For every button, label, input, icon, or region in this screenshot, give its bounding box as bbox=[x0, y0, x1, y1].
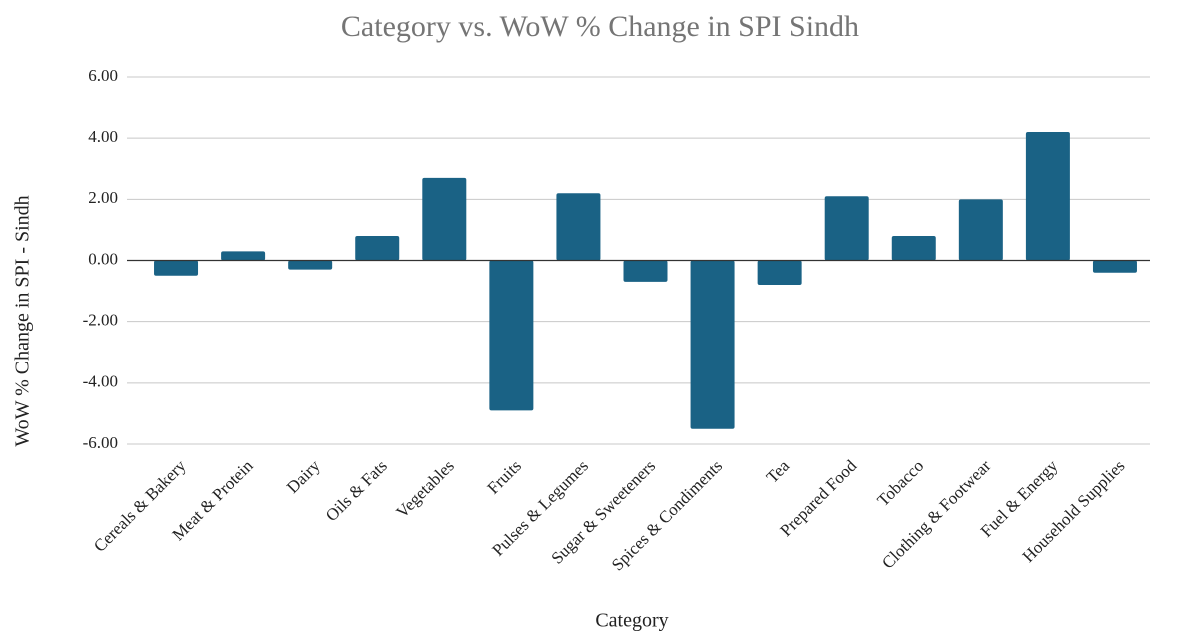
x-tick-label: Tea bbox=[763, 456, 794, 487]
x-tick-label: Spices & Condiments bbox=[608, 456, 726, 574]
x-axis-title: Category bbox=[595, 610, 668, 632]
bar bbox=[556, 193, 601, 261]
bar bbox=[355, 236, 400, 261]
bar bbox=[623, 260, 668, 282]
y-tick-label: -6.00 bbox=[83, 433, 118, 452]
y-tick-label: 6.00 bbox=[88, 66, 118, 85]
bar bbox=[489, 260, 534, 411]
x-tick-label: Oils & Fats bbox=[322, 456, 391, 525]
y-tick-label: 4.00 bbox=[88, 127, 118, 146]
x-tick-label: Tobacco bbox=[873, 456, 927, 510]
bar bbox=[690, 260, 735, 429]
y-tick-label: -2.00 bbox=[83, 311, 118, 330]
y-tick-label: -4.00 bbox=[83, 372, 118, 391]
bar bbox=[1025, 132, 1070, 261]
bar bbox=[958, 199, 1003, 261]
chart-title: Category vs. WoW % Change in SPI Sindh bbox=[341, 10, 859, 43]
bar bbox=[1092, 260, 1137, 273]
x-tick-label: Cereals & Bakery bbox=[90, 456, 190, 556]
y-axis-title: WoW % Change in SPI - Sindh bbox=[12, 195, 34, 446]
y-tick-label: 0.00 bbox=[88, 249, 118, 268]
bar bbox=[422, 177, 467, 261]
bar bbox=[221, 251, 266, 261]
y-tick-label: 2.00 bbox=[88, 188, 118, 207]
x-tick-label: Vegetables bbox=[392, 456, 458, 522]
bar bbox=[824, 196, 869, 261]
x-tick-label: Fruits bbox=[483, 456, 524, 497]
bar bbox=[288, 260, 333, 270]
bar bbox=[154, 260, 199, 276]
x-tick-label: Dairy bbox=[283, 456, 324, 497]
bar bbox=[757, 260, 802, 285]
bar bbox=[891, 236, 936, 261]
